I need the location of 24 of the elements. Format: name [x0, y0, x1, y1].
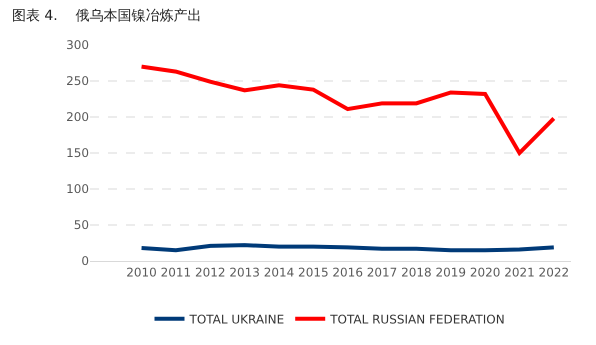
x-tick-label: 2017 — [366, 265, 398, 280]
x-tick-label: 2018 — [401, 265, 432, 280]
y-tick-label: 100 — [66, 182, 89, 196]
x-tick-label: 2010 — [126, 265, 157, 280]
x-tick-label: 2011 — [160, 265, 192, 280]
y-tick-label: 300 — [66, 38, 89, 52]
x-tick-label: 2014 — [264, 265, 294, 280]
x-tick-label: 2013 — [229, 265, 260, 280]
x-tick-label: 2021 — [504, 265, 535, 280]
x-tick-label: 2016 — [332, 265, 363, 280]
y-tick-label: 0 — [81, 254, 89, 268]
y-tick-label: 50 — [74, 218, 89, 232]
y-tick-label: 150 — [66, 146, 89, 160]
y-tick-label: 250 — [66, 74, 89, 88]
chart-title: 图表 4. 俄乌本国镍冶炼产出 — [12, 8, 202, 24]
x-tick-label: 2022 — [538, 265, 570, 280]
x-tick-label: 2012 — [194, 265, 226, 280]
legend-label: TOTAL RUSSIAN FEDERATION — [329, 312, 505, 326]
y-tick-label: 200 — [66, 110, 89, 124]
x-tick-label: 2019 — [435, 265, 466, 280]
legend-label: TOTAL UKRAINE — [188, 312, 284, 326]
x-tick-label: 2015 — [298, 265, 329, 280]
x-tick-label: 2020 — [470, 265, 500, 280]
line-series — [140, 64, 556, 155]
